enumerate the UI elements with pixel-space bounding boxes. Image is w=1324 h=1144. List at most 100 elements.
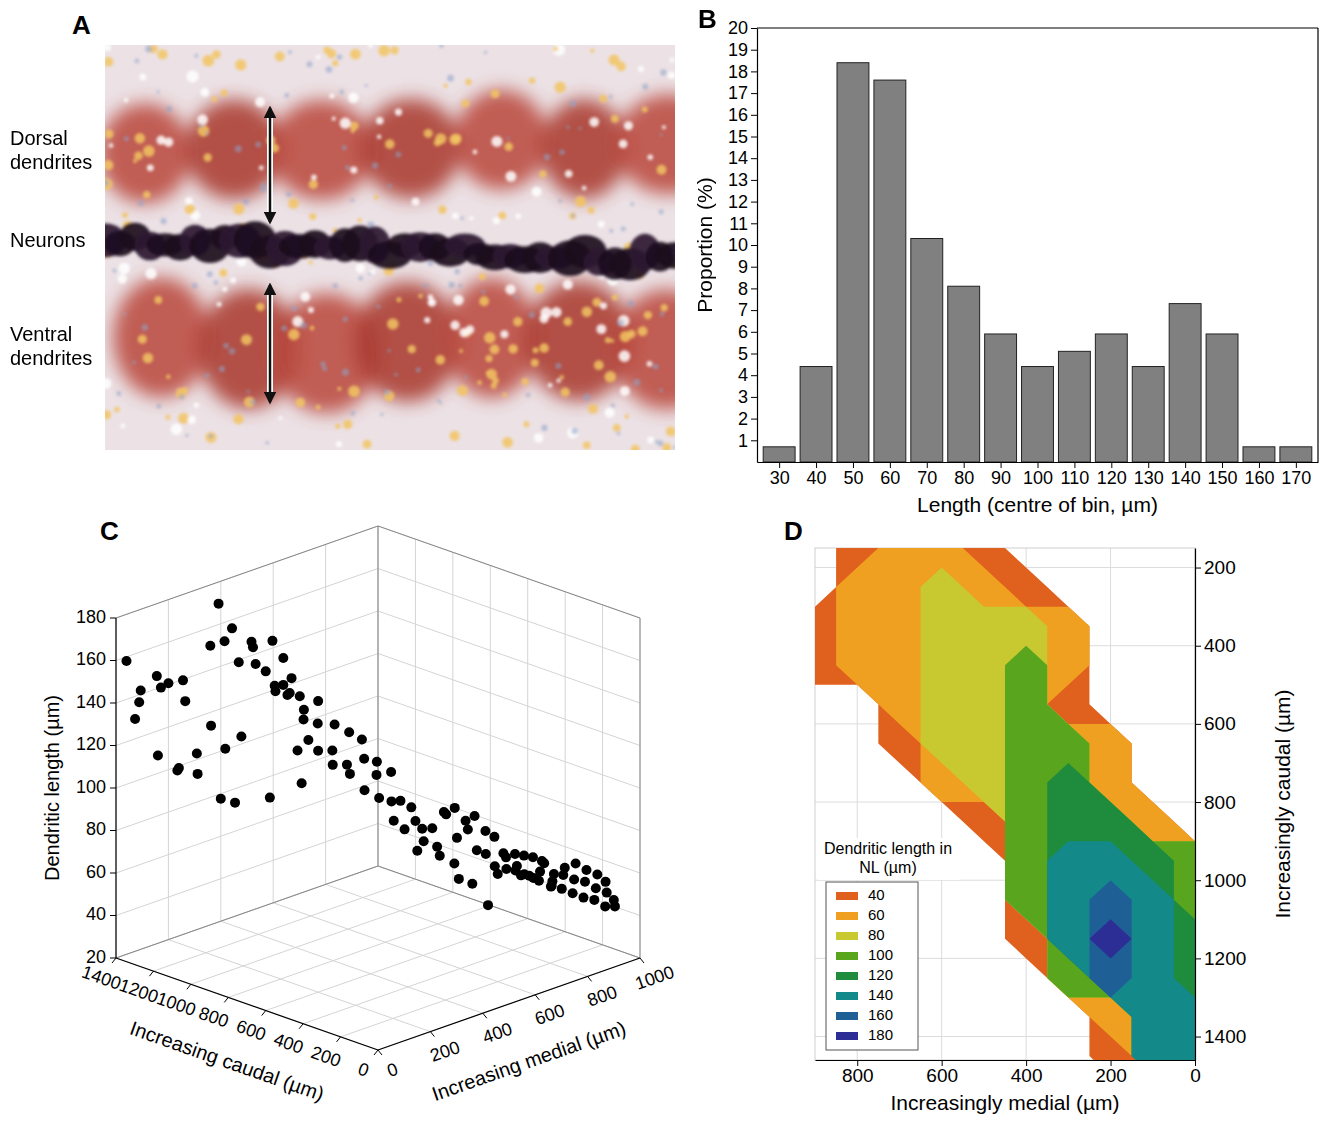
speckle: [250, 399, 255, 404]
point: [180, 696, 190, 706]
speckle: [500, 330, 508, 338]
speckle: [368, 45, 373, 48]
tick-label: 600: [532, 1000, 567, 1029]
tick-label: 1000: [632, 962, 676, 994]
speckle: [165, 415, 170, 420]
speckle: [428, 298, 437, 307]
tick-label: 14: [728, 148, 748, 168]
speckle: [182, 387, 188, 393]
speckle: [447, 75, 454, 82]
legend-label: 160: [868, 1006, 893, 1023]
speckle: [348, 385, 360, 397]
speckle: [477, 380, 482, 385]
tick-mark: [751, 137, 757, 138]
speckle: [255, 97, 265, 107]
speckle: [278, 416, 282, 420]
point: [512, 861, 522, 871]
speckle: [590, 49, 594, 53]
speckle: [458, 284, 462, 288]
speckle: [384, 389, 390, 395]
panel-letter: D: [784, 516, 803, 546]
point: [295, 691, 305, 701]
tick-mark: [751, 223, 757, 224]
tick-mark: [751, 440, 757, 441]
tick: 8: [738, 279, 757, 299]
tick-mark: [378, 1050, 382, 1055]
axis: 200400600800100012001400: [1195, 549, 1246, 1061]
speckle: [200, 88, 209, 97]
tick-label: 1000: [154, 988, 198, 1020]
grid-line: [116, 739, 378, 831]
speckle: [188, 416, 196, 424]
point: [303, 735, 313, 745]
tick: 160: [1244, 462, 1274, 488]
speckle: [214, 280, 219, 285]
tick-mark: [149, 971, 153, 976]
speckle: [365, 84, 368, 87]
grid-line: [228, 905, 490, 997]
tick-mark: [751, 267, 757, 268]
tick-label: 600: [926, 1065, 958, 1086]
grid-line: [378, 866, 640, 958]
speckle: [493, 217, 500, 224]
tick-mark: [751, 288, 757, 289]
image-label: Ventraldendrites: [10, 323, 92, 369]
tick-label: 120: [76, 734, 106, 754]
speckle: [533, 347, 539, 353]
speckle: [166, 374, 171, 379]
speckle: [505, 284, 515, 294]
legend-title: Dendritic length inNL (µm): [824, 840, 952, 876]
tick-label: 400: [480, 1019, 515, 1048]
speckle: [132, 360, 136, 364]
tick: 120: [1097, 462, 1127, 488]
speckle: [565, 170, 573, 178]
point: [571, 859, 581, 869]
grid-line: [221, 921, 483, 1013]
tick-label: 60: [86, 862, 106, 882]
tick-mark: [110, 788, 116, 789]
speckle: [609, 95, 613, 99]
bar: [763, 447, 795, 462]
grid-line: [116, 654, 378, 746]
speckle: [642, 84, 648, 90]
tick-mark: [110, 958, 116, 959]
speckle: [439, 45, 444, 48]
speckle: [459, 349, 463, 353]
tick: 800: [1195, 792, 1236, 813]
speckle: [376, 304, 380, 308]
image-label: Neurons: [10, 229, 86, 251]
speckle: [112, 269, 116, 273]
speckle: [194, 402, 199, 407]
speckle: [105, 160, 113, 170]
tick: 14: [728, 148, 757, 168]
speckle: [185, 204, 195, 214]
point: [360, 785, 370, 795]
speckle: [147, 164, 154, 171]
grid-line: [116, 569, 378, 661]
grid-line: [116, 866, 378, 958]
speckle: [660, 133, 663, 136]
speckle: [185, 197, 193, 205]
speckle: [217, 302, 222, 307]
speckle: [513, 317, 522, 326]
speckle: [638, 66, 644, 72]
point: [501, 864, 511, 874]
tick-label: 30: [770, 468, 790, 488]
point: [450, 803, 460, 813]
bar: [1280, 447, 1312, 462]
speckle: [551, 307, 561, 317]
tick-label: 40: [86, 904, 106, 924]
contour-band: [1005, 646, 1195, 1060]
speckle: [337, 54, 342, 59]
speckle: [179, 394, 184, 399]
box-edge: [378, 866, 640, 958]
point: [602, 888, 612, 898]
speckle: [139, 74, 146, 81]
speckle: [613, 424, 621, 432]
speckle: [627, 330, 636, 339]
speckle: [492, 377, 499, 384]
speckle: [556, 379, 560, 383]
neuron-band: [105, 221, 675, 280]
tick-mark: [751, 354, 757, 355]
tick-label: 160: [1244, 468, 1274, 488]
